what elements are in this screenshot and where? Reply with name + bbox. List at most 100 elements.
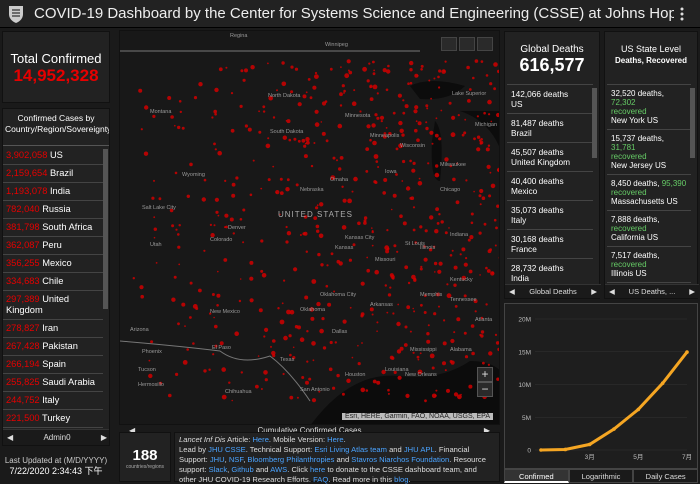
link-jhu-csse[interactable]: JHU CSSE xyxy=(208,445,246,454)
case-dot[interactable] xyxy=(463,262,468,267)
case-dot[interactable] xyxy=(177,322,180,326)
case-dot[interactable] xyxy=(174,124,176,127)
case-dot[interactable] xyxy=(139,285,144,290)
case-dot[interactable] xyxy=(192,342,195,345)
case-dot[interactable] xyxy=(238,299,242,303)
case-dot[interactable] xyxy=(469,235,474,240)
case-dot[interactable] xyxy=(281,302,284,305)
case-dot[interactable] xyxy=(316,229,320,233)
case-dot[interactable] xyxy=(308,377,312,381)
case-dot[interactable] xyxy=(485,74,489,77)
case-dot[interactable] xyxy=(372,140,377,146)
case-dot[interactable] xyxy=(325,284,329,288)
case-dot[interactable] xyxy=(209,312,212,315)
menu-icon[interactable] xyxy=(674,6,690,22)
case-dot[interactable] xyxy=(321,317,325,321)
case-dot[interactable] xyxy=(372,379,377,384)
case-dot[interactable] xyxy=(186,348,189,351)
link-faq[interactable]: FAQ xyxy=(313,475,329,484)
case-dot[interactable] xyxy=(249,276,254,281)
case-dot[interactable] xyxy=(303,144,307,148)
case-dot[interactable] xyxy=(446,283,449,286)
case-dot[interactable] xyxy=(213,224,216,227)
case-dot[interactable] xyxy=(444,157,449,162)
case-dot[interactable] xyxy=(305,380,309,385)
case-dot[interactable] xyxy=(374,113,378,117)
case-dot[interactable] xyxy=(234,331,239,337)
case-dot[interactable] xyxy=(210,233,215,238)
case-dot[interactable] xyxy=(412,206,416,209)
case-dot[interactable] xyxy=(337,123,343,129)
case-dot[interactable] xyxy=(258,308,263,313)
case-dot[interactable] xyxy=(493,62,498,67)
case-dot[interactable] xyxy=(203,249,206,252)
case-dot[interactable] xyxy=(148,359,151,362)
case-dot[interactable] xyxy=(240,69,244,73)
case-dot[interactable] xyxy=(417,181,423,186)
case-dot[interactable] xyxy=(418,177,421,180)
case-dot[interactable] xyxy=(341,225,347,230)
case-dot[interactable] xyxy=(178,224,181,227)
case-dot[interactable] xyxy=(282,135,287,140)
case-dot[interactable] xyxy=(473,299,478,304)
case-dot[interactable] xyxy=(496,167,500,173)
case-dot[interactable] xyxy=(480,60,484,63)
case-dot[interactable] xyxy=(461,133,465,137)
case-dot[interactable] xyxy=(311,341,316,346)
case-dot[interactable] xyxy=(277,307,280,310)
case-dot[interactable] xyxy=(203,369,207,373)
case-dot[interactable] xyxy=(382,191,387,195)
case-dot[interactable] xyxy=(148,373,153,379)
case-dot[interactable] xyxy=(198,82,203,87)
basemap-gallery-icon[interactable] xyxy=(477,37,493,51)
deaths-list[interactable]: 142,066 deaths US 81,487 deaths Brazil 45,50… xyxy=(507,84,593,294)
case-dot[interactable] xyxy=(211,116,214,119)
case-dot[interactable] xyxy=(242,208,246,212)
case-dot[interactable] xyxy=(466,65,470,70)
case-dot[interactable] xyxy=(369,84,373,88)
case-dot[interactable] xyxy=(332,156,336,160)
case-dot[interactable] xyxy=(312,85,317,90)
case-dot[interactable] xyxy=(479,203,482,206)
tab-daily-cases[interactable]: Daily Cases xyxy=(633,469,699,483)
case-dot[interactable] xyxy=(438,261,443,266)
case-dot[interactable] xyxy=(487,249,492,254)
case-dot[interactable] xyxy=(306,360,309,363)
case-dot[interactable] xyxy=(372,72,376,76)
case-dot[interactable] xyxy=(343,92,345,94)
case-dot[interactable] xyxy=(290,65,294,69)
case-dot[interactable] xyxy=(315,224,320,229)
case-dot[interactable] xyxy=(497,69,500,74)
case-dot[interactable] xyxy=(342,319,347,324)
case-dot[interactable] xyxy=(385,127,388,129)
case-dot[interactable] xyxy=(330,252,334,256)
case-dot[interactable] xyxy=(231,182,236,187)
case-dot[interactable] xyxy=(434,172,440,178)
case-dot[interactable] xyxy=(376,380,381,385)
case-dot[interactable] xyxy=(229,217,234,222)
case-dot[interactable] xyxy=(332,386,336,390)
case-dot[interactable] xyxy=(263,335,266,338)
case-dot[interactable] xyxy=(387,392,390,395)
country-row[interactable]: 267,428 Pakistan xyxy=(3,338,103,356)
case-dot[interactable] xyxy=(383,178,388,182)
case-dot[interactable] xyxy=(409,330,412,333)
case-dot[interactable] xyxy=(386,229,389,232)
case-dot[interactable] xyxy=(371,313,374,316)
case-dot[interactable] xyxy=(398,143,403,149)
case-dot[interactable] xyxy=(267,62,269,65)
case-dot[interactable] xyxy=(286,231,292,236)
case-dot[interactable] xyxy=(438,137,442,141)
country-row[interactable]: 362,087 Peru xyxy=(3,237,103,255)
case-dot[interactable] xyxy=(463,294,467,298)
case-dot[interactable] xyxy=(301,138,306,143)
case-dot[interactable] xyxy=(415,120,418,123)
zoom-out-button[interactable]: − xyxy=(477,382,493,397)
case-dot[interactable] xyxy=(249,193,253,197)
case-dot[interactable] xyxy=(404,104,409,109)
case-dot[interactable] xyxy=(223,258,228,262)
case-dot[interactable] xyxy=(417,121,422,126)
case-dot[interactable] xyxy=(461,275,467,281)
case-dot[interactable] xyxy=(349,306,352,309)
case-dot[interactable] xyxy=(357,362,361,366)
